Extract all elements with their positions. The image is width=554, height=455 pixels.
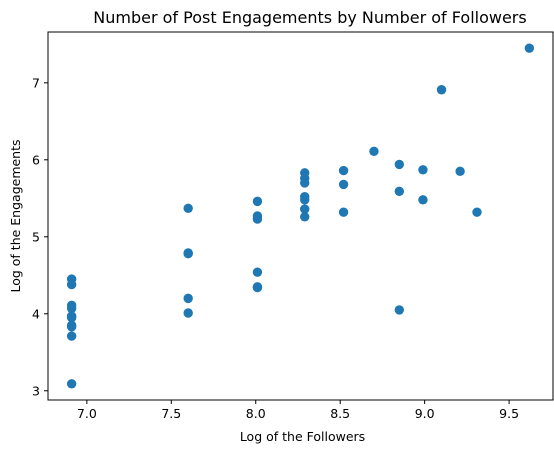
data-point [66, 379, 77, 389]
data-point [183, 203, 193, 214]
x-tick-label: 9.0 [415, 406, 435, 421]
data-point [300, 204, 310, 214]
data-point [183, 293, 193, 304]
data-point [338, 207, 349, 217]
data-point [252, 282, 263, 293]
y-tick-label: 3 [32, 383, 40, 398]
y-tick-label: 4 [32, 306, 40, 321]
data-point [66, 279, 77, 290]
x-tick-label: 7.0 [77, 406, 97, 421]
data-point [394, 186, 405, 197]
x-tick-label: 9.5 [499, 406, 519, 421]
data-point [252, 196, 263, 207]
data-point [66, 303, 77, 314]
data-point [66, 331, 77, 341]
x-tick-label: 7.5 [161, 406, 181, 421]
data-point [436, 85, 447, 95]
y-tick-label: 7 [32, 75, 40, 90]
x-tick-label: 8.0 [246, 406, 266, 421]
data-point [524, 43, 535, 53]
y-tick-label: 5 [32, 229, 40, 244]
data-point [418, 165, 428, 175]
data-point [300, 195, 310, 205]
data-point [418, 195, 428, 205]
data-point [252, 214, 263, 224]
data-point [66, 322, 77, 332]
data-point [394, 305, 405, 315]
data-point [66, 312, 77, 323]
x-tick-label: 8.5 [330, 406, 350, 421]
data-point [338, 165, 349, 176]
data-point [183, 308, 193, 318]
points-group [66, 43, 535, 389]
x-axis-ticks: 7.0 7.5 8.0 8.5 9.0 9.5 [77, 400, 519, 421]
data-point [183, 249, 193, 259]
y-axis-label: Log of the Engagements [8, 139, 23, 292]
chart-title: Number of Post Engagements by Number of … [93, 8, 526, 27]
data-point [394, 159, 405, 170]
data-point [472, 207, 482, 217]
y-axis-ticks: 3 4 5 6 7 [32, 75, 48, 398]
x-axis-label: Log of the Followers [240, 429, 365, 444]
data-point [455, 166, 465, 177]
data-point [300, 178, 310, 188]
data-point [252, 267, 263, 277]
data-point [300, 212, 310, 222]
data-point [369, 146, 379, 157]
y-tick-label: 6 [32, 152, 40, 167]
data-point [338, 179, 349, 190]
plot-frame [47, 31, 554, 401]
